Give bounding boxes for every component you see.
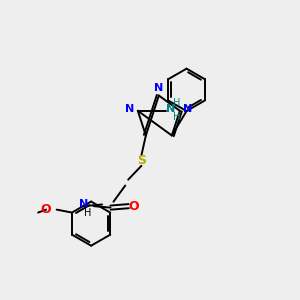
Text: N: N (183, 104, 193, 114)
Text: H: H (173, 98, 180, 108)
Text: N: N (79, 199, 88, 209)
Text: N: N (154, 82, 164, 93)
Text: H: H (173, 112, 180, 122)
Text: N: N (166, 104, 175, 114)
Text: N: N (125, 104, 134, 114)
Text: O: O (40, 203, 51, 216)
Text: O: O (129, 200, 140, 213)
Text: H: H (84, 208, 92, 218)
Text: S: S (137, 154, 146, 167)
